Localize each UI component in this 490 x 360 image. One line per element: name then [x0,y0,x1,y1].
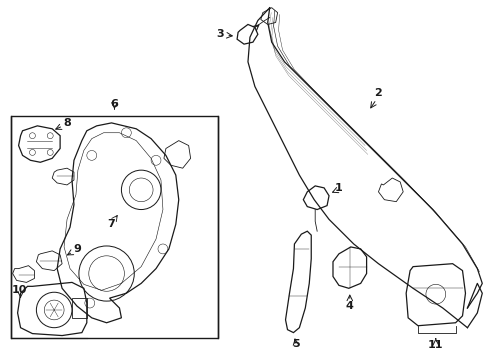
Text: 2: 2 [374,88,382,98]
Text: 10: 10 [12,285,27,295]
Text: 5: 5 [293,339,300,350]
Text: 3: 3 [217,29,224,39]
Bar [72,298,87,318]
Text: 1: 1 [335,183,343,193]
Text: 11: 11 [428,341,443,350]
Text: 8: 8 [63,118,71,128]
Text: 6: 6 [111,99,119,109]
Bar [11,116,219,338]
Text: 7: 7 [108,219,116,229]
Text: 4: 4 [346,301,354,311]
Text: 9: 9 [73,244,81,254]
